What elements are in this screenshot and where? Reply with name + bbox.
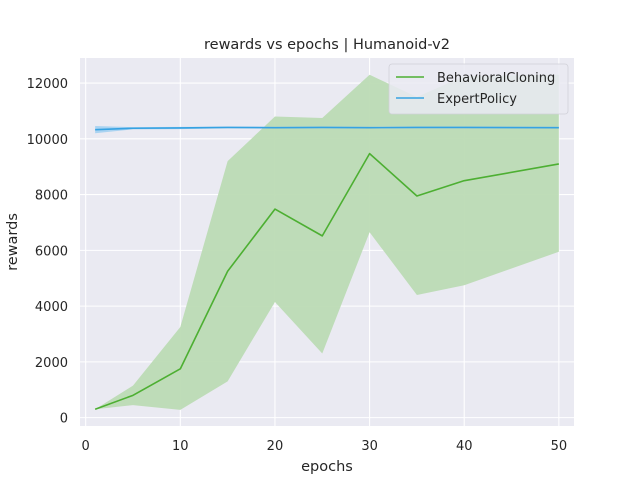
x-tick-label: 40 xyxy=(456,439,473,454)
x-tick-label: 30 xyxy=(361,439,378,454)
y-tick-label: 8000 xyxy=(35,189,68,204)
behavioralcloning-band xyxy=(95,74,559,410)
y-tick-label: 6000 xyxy=(35,244,68,259)
y-tick-label: 2000 xyxy=(35,356,68,371)
legend-label-expertpolicy: ExpertPolicy xyxy=(437,92,517,107)
x-tick-label: 20 xyxy=(267,439,284,454)
behavioralcloning-line xyxy=(94,152,559,411)
chart-title: rewards vs epochs | Humanoid-v2 xyxy=(204,37,450,53)
x-tick-label: 10 xyxy=(172,439,189,454)
legend-box xyxy=(388,63,569,115)
y-tick-label: 12000 xyxy=(27,77,68,92)
legend: BehavioralCloning ExpertPolicy xyxy=(388,63,569,115)
y-tick-label: 10000 xyxy=(27,133,68,148)
y-tick-label: 0 xyxy=(60,412,68,427)
series-lines xyxy=(94,126,559,411)
x-tick-label: 0 xyxy=(82,439,90,454)
x-tick-label: 50 xyxy=(551,439,568,454)
tick-labels: 0 10 20 30 40 50 0 2000 4000 6000 8000 10000 12000 xyxy=(27,77,567,454)
legend-label-behavioralcloning: BehavioralCloning xyxy=(437,71,555,86)
x-axis-label: epochs xyxy=(301,459,353,475)
y-axis-label: rewards xyxy=(5,213,21,271)
expertpolicy-line xyxy=(95,126,559,131)
y-tick-label: 4000 xyxy=(35,300,68,315)
